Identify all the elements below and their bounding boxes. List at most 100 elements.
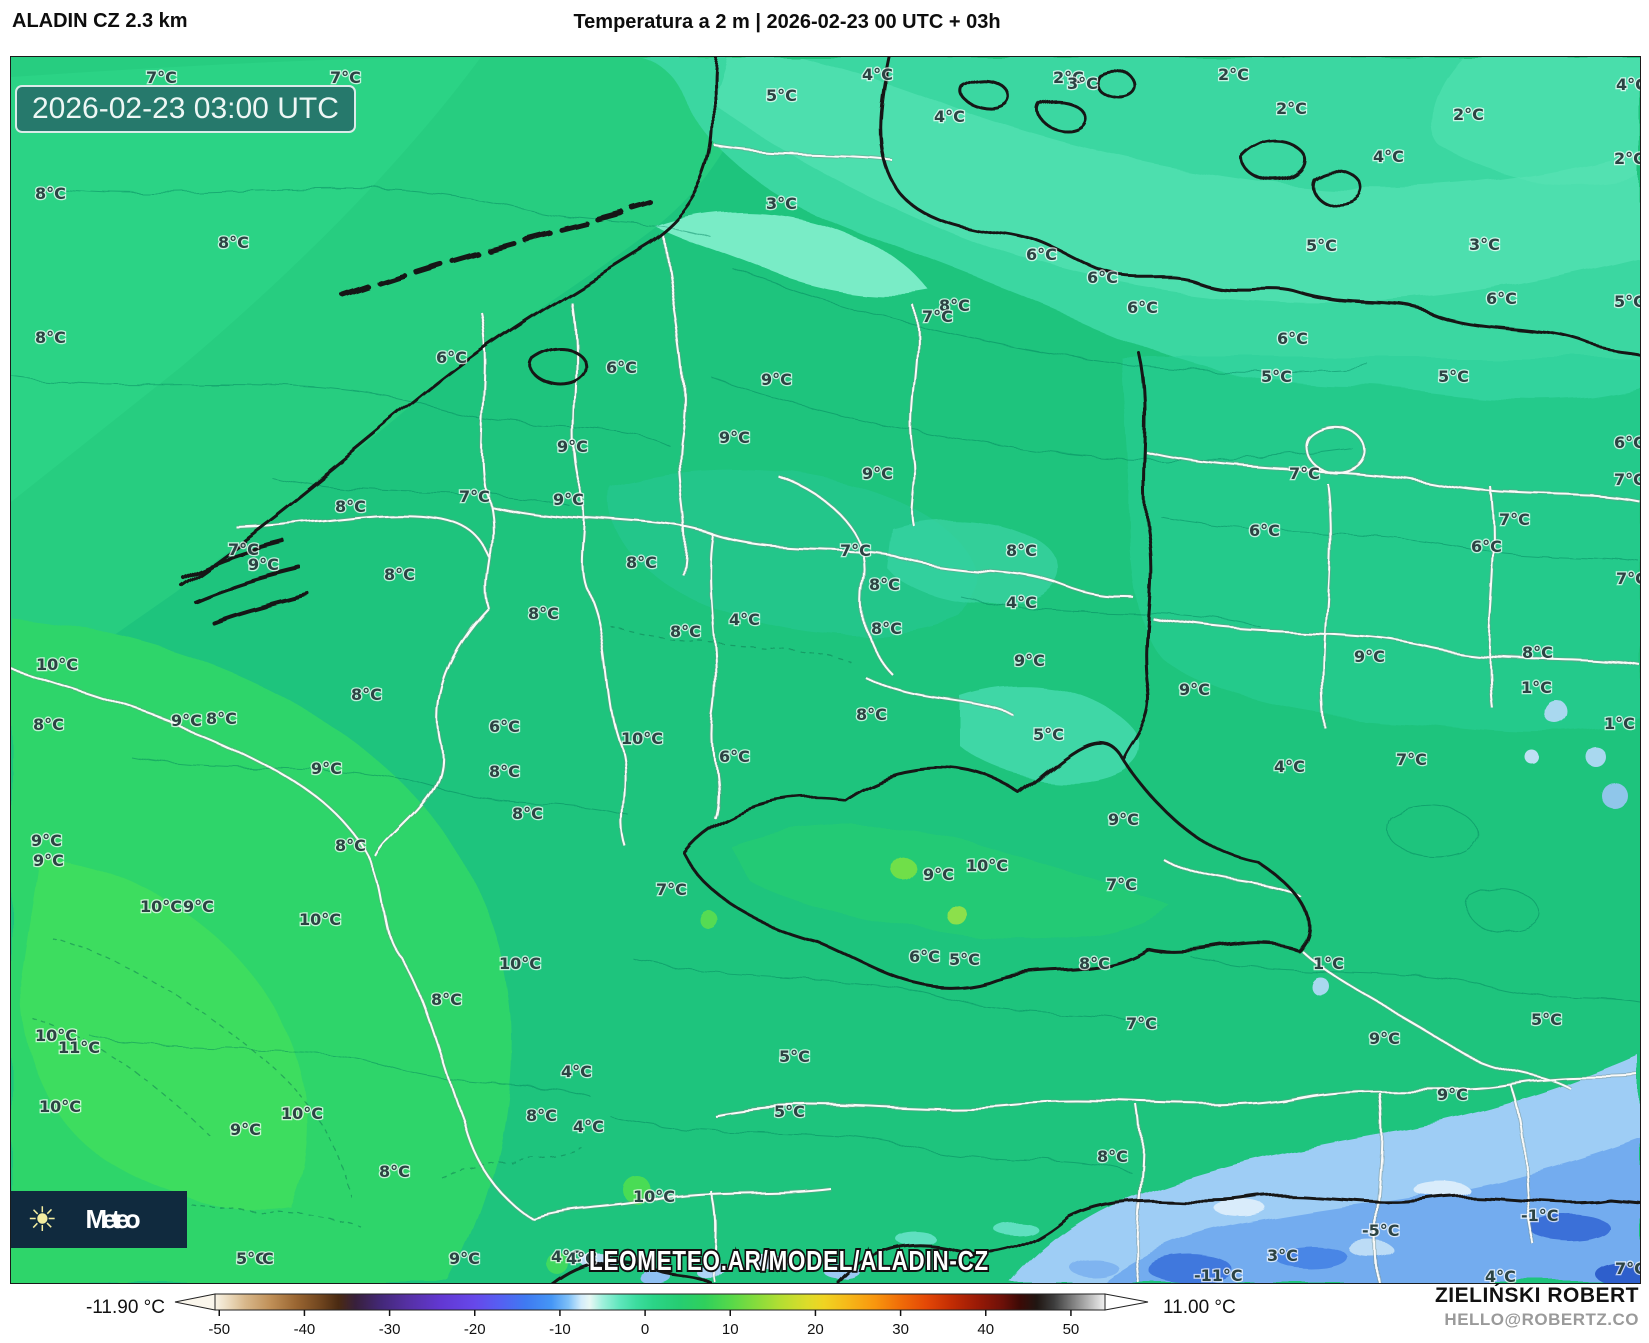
temp-label: 9°C <box>311 759 342 778</box>
colorbar-tick: -30 <box>379 1321 401 1338</box>
author-name: ZIELIŃSKI ROBERT <box>1434 1284 1639 1307</box>
temp-label: 8°C <box>33 715 64 734</box>
temp-label: 6°C <box>1486 289 1517 308</box>
temp-label: 7°C <box>1126 1014 1157 1033</box>
temp-label: 8°C <box>379 1162 410 1181</box>
temp-label: 4°C <box>862 65 893 84</box>
temp-label: 8°C <box>670 622 701 641</box>
temp-label: 6°C <box>719 747 750 766</box>
temp-label: 8°C <box>35 328 66 347</box>
temp-label: 5°C <box>949 950 980 969</box>
temp-label: 6°C <box>436 348 467 367</box>
temp-label: 7°C <box>656 880 687 899</box>
temp-label: 7°C <box>146 68 177 87</box>
temp-label: 6°C <box>1614 433 1640 452</box>
temp-label: 2°C <box>1053 68 1084 87</box>
temp-label: 9°C <box>171 711 202 730</box>
contour-lines <box>11 186 1640 1228</box>
temp-label: 5°C <box>1306 236 1337 255</box>
watermark: LEOMETEO.AR/MODEL/ALADIN-CZ <box>589 1245 989 1276</box>
temp-label: 6°C <box>1277 329 1308 348</box>
temp-label: 8°C <box>871 619 902 638</box>
temp-label: 8°C <box>335 836 366 855</box>
timestamp-badge: 2026-02-23 03:00 UTC <box>15 85 356 133</box>
temp-label: 5°C <box>1531 1010 1562 1029</box>
temp-label: 3°C <box>1267 1246 1298 1265</box>
temp-label: 4°C <box>561 1062 592 1081</box>
temp-label: 4°C <box>1373 147 1404 166</box>
colorbar-tick: -20 <box>464 1321 486 1338</box>
temp-label: C <box>262 1249 274 1268</box>
temp-label: 10°C <box>499 954 541 973</box>
temp-label: 7°C <box>459 487 490 506</box>
temp-label: 10°C <box>281 1104 323 1123</box>
temp-label: 7°C <box>1615 1259 1640 1278</box>
temp-label: 4°C <box>551 1247 582 1266</box>
temp-label: 2°C <box>1276 99 1307 118</box>
temp-label: 10°C <box>299 910 341 929</box>
colorbar-tick: 30 <box>892 1321 909 1338</box>
temp-label: 7°C <box>840 541 871 560</box>
colorbar-max-value: 11.00 °C <box>1163 1297 1236 1318</box>
coastlines <box>179 57 1640 1283</box>
temp-label: 8°C <box>856 705 887 724</box>
temp-label: 6°C <box>1471 537 1502 556</box>
temp-label: 9°C <box>31 831 62 850</box>
temp-label: 5°C <box>1614 292 1640 311</box>
temp-label: 4°C <box>729 610 760 629</box>
temp-label: 10°C <box>36 655 78 674</box>
temp-label: 8°C <box>1522 643 1553 662</box>
region-baltic <box>641 57 1640 401</box>
temp-label: 4°C <box>1274 757 1305 776</box>
temp-label: 5°C <box>1033 725 1064 744</box>
temp-label: 6°C <box>909 947 940 966</box>
temp-label: 2°C <box>1218 65 1249 84</box>
temp-label: 9°C <box>183 897 214 916</box>
colorbar-tick: 0 <box>641 1321 649 1338</box>
temp-label: 9°C <box>761 370 792 389</box>
temp-label: 8°C <box>528 604 559 623</box>
colorbar-tick: -50 <box>208 1321 230 1338</box>
temp-label: 9°C <box>1108 810 1139 829</box>
temp-label: 5°C <box>236 1249 267 1268</box>
temp-label: 9°C <box>230 1120 261 1139</box>
temp-label: -1°C <box>1521 1206 1559 1225</box>
temp-label: 7°C <box>330 68 361 87</box>
temp-label: 8°C <box>351 685 382 704</box>
temp-label: 8°C <box>35 184 66 203</box>
colorbar-tick: 10 <box>722 1321 739 1338</box>
colorbar-min-value: -11.90 °C <box>85 1297 165 1318</box>
temp-label: 10°C <box>140 897 182 916</box>
region-central-cool <box>609 357 1640 996</box>
meteo-logo: ☀ Meteo <box>11 1191 187 1248</box>
temp-label: -11°C <box>1194 1266 1243 1283</box>
temp-label: 10°C <box>35 1026 77 1045</box>
region-southwest-warm <box>11 617 1171 1283</box>
sun-icon: ☀ <box>27 1200 58 1239</box>
temp-label: 8°C <box>626 553 657 572</box>
temp-label: 2°C <box>1453 105 1484 124</box>
temp-label: 5°C <box>766 86 797 105</box>
temp-label: 8°C <box>335 497 366 516</box>
temp-label: 1°C <box>1313 954 1344 973</box>
page-title: Temperatura a 2 m | 2026-02-23 00 UTC + … <box>573 11 1001 33</box>
temp-label: 7°C <box>228 540 259 559</box>
colorbar-tick: 20 <box>807 1321 824 1338</box>
temp-label: 4°C <box>566 1249 597 1268</box>
colorbar-tick: -10 <box>549 1321 571 1338</box>
temp-label: 10°C <box>633 1187 675 1206</box>
temp-label: 5°C <box>774 1102 805 1121</box>
temp-label: 5°C <box>1438 367 1469 386</box>
temp-label: 9°C <box>33 851 64 870</box>
temp-label: 10°C <box>621 729 663 748</box>
temp-label: 9°C <box>248 555 279 574</box>
temp-label: 8°C <box>869 575 900 594</box>
temp-label: 11°C <box>58 1038 100 1057</box>
temp-label: 8°C <box>526 1106 557 1125</box>
temp-label: 8°C <box>218 233 249 252</box>
temp-label: 4°C <box>934 107 965 126</box>
model-name: ALADIN CZ 2.3 km <box>12 10 188 32</box>
temp-label: 1°C <box>1521 678 1552 697</box>
temp-label: 8°C <box>512 804 543 823</box>
temp-label: 8°C <box>1097 1147 1128 1166</box>
